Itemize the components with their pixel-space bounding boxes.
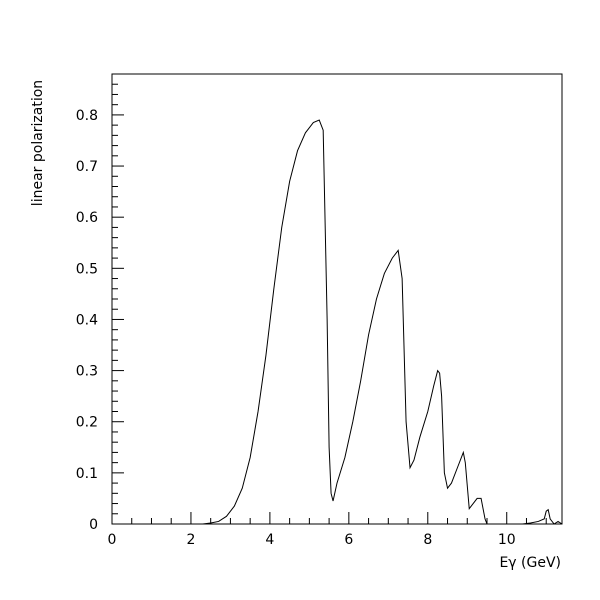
y-axis-ticks — [112, 73, 124, 525]
y-tick-label: 0.6 — [76, 210, 98, 226]
x-tick-label: 6 — [344, 532, 353, 548]
y-tick-label: 0.7 — [76, 159, 98, 175]
y-tick-label: 0.8 — [76, 108, 98, 124]
x-axis-ticks — [111, 512, 547, 524]
x-tick-label: 2 — [186, 532, 195, 548]
x-tick-label: 8 — [423, 532, 432, 548]
x-axis-title: Eγ (GeV) — [499, 555, 561, 571]
x-axis-tick-labels: 0 2 4 6 8 10 — [108, 532, 516, 548]
y-tick-label: 0 — [89, 517, 98, 533]
y-tick-label: 0.3 — [76, 364, 98, 380]
y-tick-label: 0.4 — [76, 312, 98, 328]
plot-frame — [111, 73, 563, 525]
y-tick-label: 0.1 — [76, 466, 98, 482]
y-axis-title: linear polarization — [30, 80, 46, 206]
x-tick-label: 4 — [265, 532, 274, 548]
y-tick-label: 0.2 — [76, 415, 98, 431]
x-tick-label: 10 — [498, 532, 516, 548]
x-tick-label: 0 — [108, 532, 117, 548]
series-line — [112, 119, 563, 525]
y-tick-label: 0.5 — [76, 261, 98, 277]
y-axis-tick-labels: 0 0.1 0.2 0.3 0.4 0.5 0.6 0.7 0.8 — [76, 108, 98, 533]
